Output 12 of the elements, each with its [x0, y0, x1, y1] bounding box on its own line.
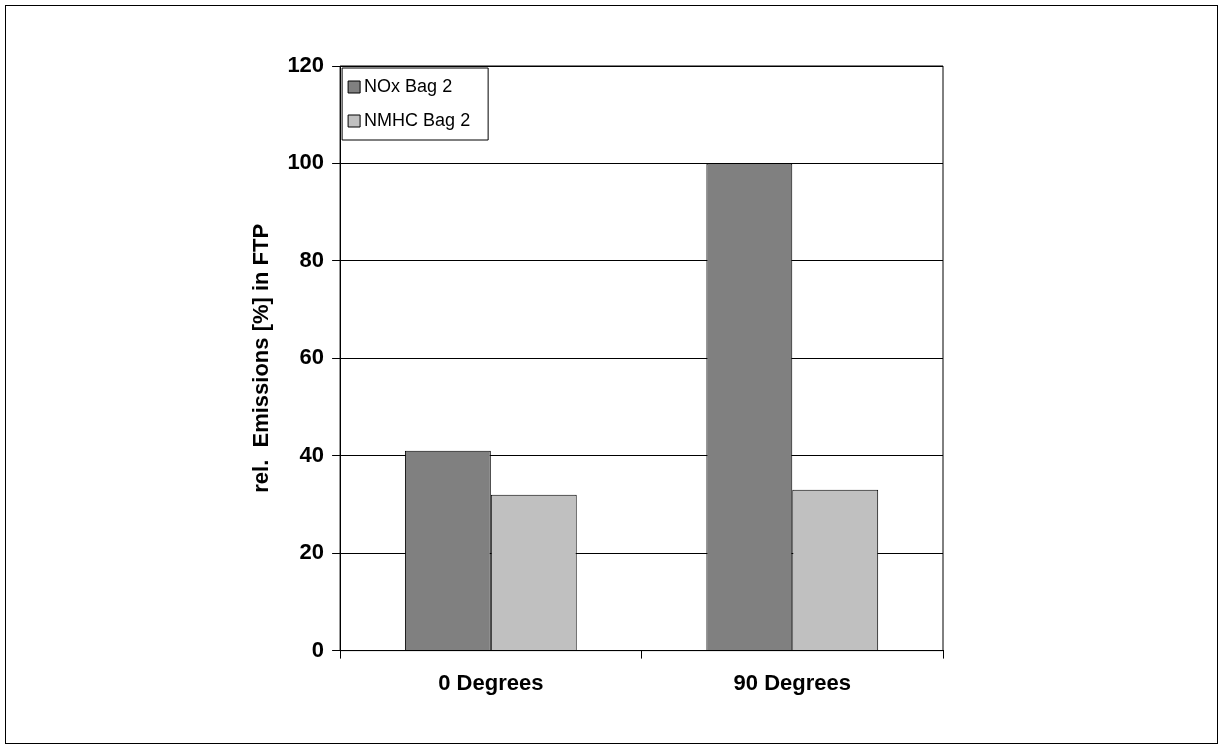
x-tick-label: 90 Degrees: [733, 669, 851, 695]
y-tick-label: 60: [299, 344, 325, 370]
y-axis-title: rel. Emissions [%] in FTP: [248, 223, 274, 493]
y-tick-label: 0: [311, 636, 325, 662]
legend-label: NMHC Bag 2: [364, 109, 471, 130]
y-tick-label: 40: [299, 441, 325, 467]
x-tick-label: 0 Degrees: [438, 669, 544, 695]
legend-label: NOx Bag 2: [364, 75, 453, 96]
y-tick-label: 80: [299, 246, 325, 272]
y-tick-label: 20: [299, 539, 325, 565]
y-tick-label: 120: [287, 52, 325, 78]
y-tick-label: 100: [287, 149, 325, 175]
